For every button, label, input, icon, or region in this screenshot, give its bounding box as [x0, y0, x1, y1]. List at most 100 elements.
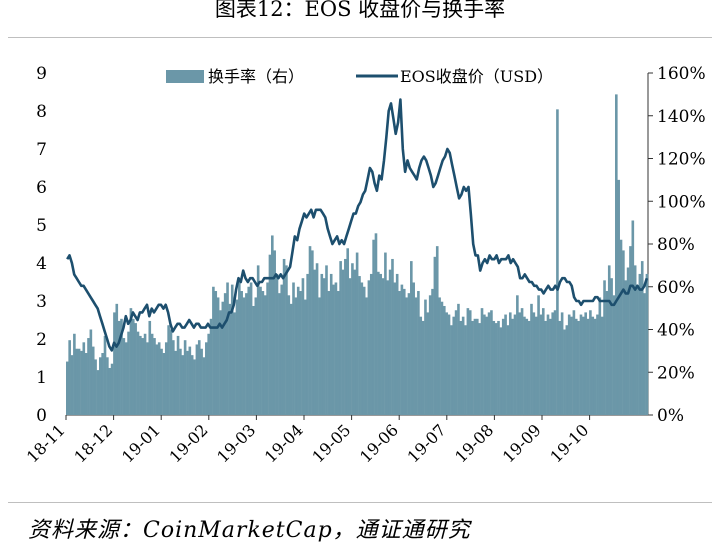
- legend-label-turnover: 换手率（右）: [208, 67, 304, 86]
- left-tick-label: 4: [36, 254, 47, 274]
- turnover-bar: [497, 320, 500, 415]
- turnover-bar: [143, 333, 147, 415]
- turnover-bar: [549, 318, 552, 415]
- turnover-bar: [134, 323, 137, 415]
- turnover-bar: [172, 340, 175, 415]
- turnover-bar: [242, 297, 246, 415]
- turnover-bar: [77, 348, 81, 415]
- turnover-bar: [520, 308, 524, 416]
- turnover-bar: [511, 318, 514, 415]
- turnover-bar: [73, 333, 76, 415]
- turnover-bar: [506, 325, 510, 415]
- turnover-bar: [527, 320, 531, 415]
- turnover-bar: [292, 282, 295, 415]
- turnover-bar: [603, 280, 606, 415]
- x-tick-label: 19-08: [451, 420, 497, 466]
- turnover-bar: [428, 295, 432, 415]
- turnover-bar: [572, 310, 576, 415]
- turnover-bar: [374, 233, 378, 415]
- right-tick-label: 0%: [657, 406, 684, 426]
- turnover-bar: [615, 94, 618, 416]
- right-tick-label: 60%: [657, 278, 695, 298]
- turnover-bar: [523, 316, 526, 415]
- source-note: 资料来源：CoinMarketCap，通证通研究: [28, 518, 471, 543]
- turnover-bar: [186, 350, 189, 416]
- turnover-bar: [492, 320, 496, 415]
- turnover-bar: [534, 316, 538, 415]
- turnover-bar: [313, 269, 317, 415]
- eos-price-line: [66, 98, 649, 352]
- turnover-bar: [190, 355, 194, 415]
- x-tick-label: 19-05: [308, 420, 354, 466]
- turnover-bar: [443, 305, 446, 415]
- turnover-bar: [400, 284, 404, 415]
- turnover-bar: [544, 320, 547, 415]
- turnover-bar: [405, 297, 408, 415]
- turnover-bar: [537, 295, 540, 415]
- turnover-bar: [461, 316, 465, 415]
- right-tick-label: 40%: [657, 321, 695, 341]
- turnover-bar: [490, 310, 493, 415]
- turnover-bar: [358, 276, 361, 415]
- turnover-bar: [579, 314, 583, 415]
- turnover-bar: [353, 269, 357, 415]
- turnover-bar: [433, 256, 437, 415]
- turnover-bar: [124, 342, 128, 415]
- turnover-bar: [494, 323, 498, 415]
- turnover-bar: [424, 299, 427, 415]
- turnover-bar: [301, 278, 305, 415]
- turnover-bar: [183, 340, 187, 415]
- turnover-bar: [417, 291, 420, 415]
- x-tick-label: 18-12: [70, 420, 116, 466]
- turnover-bar: [285, 265, 288, 416]
- turnover-bar: [471, 320, 474, 415]
- left-tick-label: 9: [36, 64, 47, 84]
- turnover-bar: [266, 282, 269, 415]
- turnover-bar: [329, 273, 333, 415]
- left-tick-label: 0: [36, 406, 47, 426]
- turnover-bar: [320, 273, 324, 415]
- turnover-bar: [233, 312, 236, 415]
- turnover-bar: [605, 291, 609, 415]
- turnover-bar: [478, 323, 481, 415]
- turnover-bar: [176, 335, 180, 415]
- turnover-bar: [228, 303, 232, 415]
- x-tick-label: 18-11: [23, 420, 69, 466]
- left-tick-label: 3: [36, 292, 47, 312]
- legend: 换手率（右） EOS收盘价（USD）: [166, 67, 553, 86]
- turnover-bar: [254, 297, 258, 415]
- right-tick-label: 160%: [657, 64, 706, 84]
- bottom-rule: [8, 502, 712, 503]
- turnover-bar: [464, 325, 467, 415]
- turnover-bar: [289, 303, 293, 415]
- turnover-bar: [146, 342, 149, 415]
- turnover-bar: [263, 295, 267, 415]
- turnover-bar: [299, 291, 302, 415]
- turnover-bar: [624, 280, 628, 415]
- turnover-bar: [638, 273, 642, 415]
- turnover-bar: [256, 265, 260, 416]
- turnover-bar: [369, 273, 373, 415]
- turnover-bar: [282, 258, 286, 415]
- turnover-bar: [473, 318, 477, 415]
- turnover-bar: [160, 348, 163, 415]
- turnover-bar: [407, 293, 411, 415]
- turnover-bar: [612, 295, 616, 415]
- turnover-bar: [551, 312, 554, 415]
- turnover-bar: [113, 312, 116, 415]
- turnover-bar: [426, 312, 430, 415]
- turnover-bar: [518, 312, 522, 415]
- turnover-bar: [212, 286, 215, 415]
- turnover-bar: [631, 220, 635, 415]
- turnover-bar: [483, 314, 486, 415]
- turnover-bar: [202, 357, 206, 415]
- turnover-bar: [431, 288, 434, 415]
- turnover-bar: [193, 359, 196, 415]
- turnover-bar: [230, 284, 234, 415]
- turnover-bar: [235, 299, 239, 415]
- turnover-bar: [450, 325, 453, 415]
- turnover-bar: [440, 301, 444, 415]
- right-tick-label: 140%: [657, 107, 706, 127]
- turnover-bar: [221, 301, 225, 415]
- turnover-bar: [636, 286, 639, 415]
